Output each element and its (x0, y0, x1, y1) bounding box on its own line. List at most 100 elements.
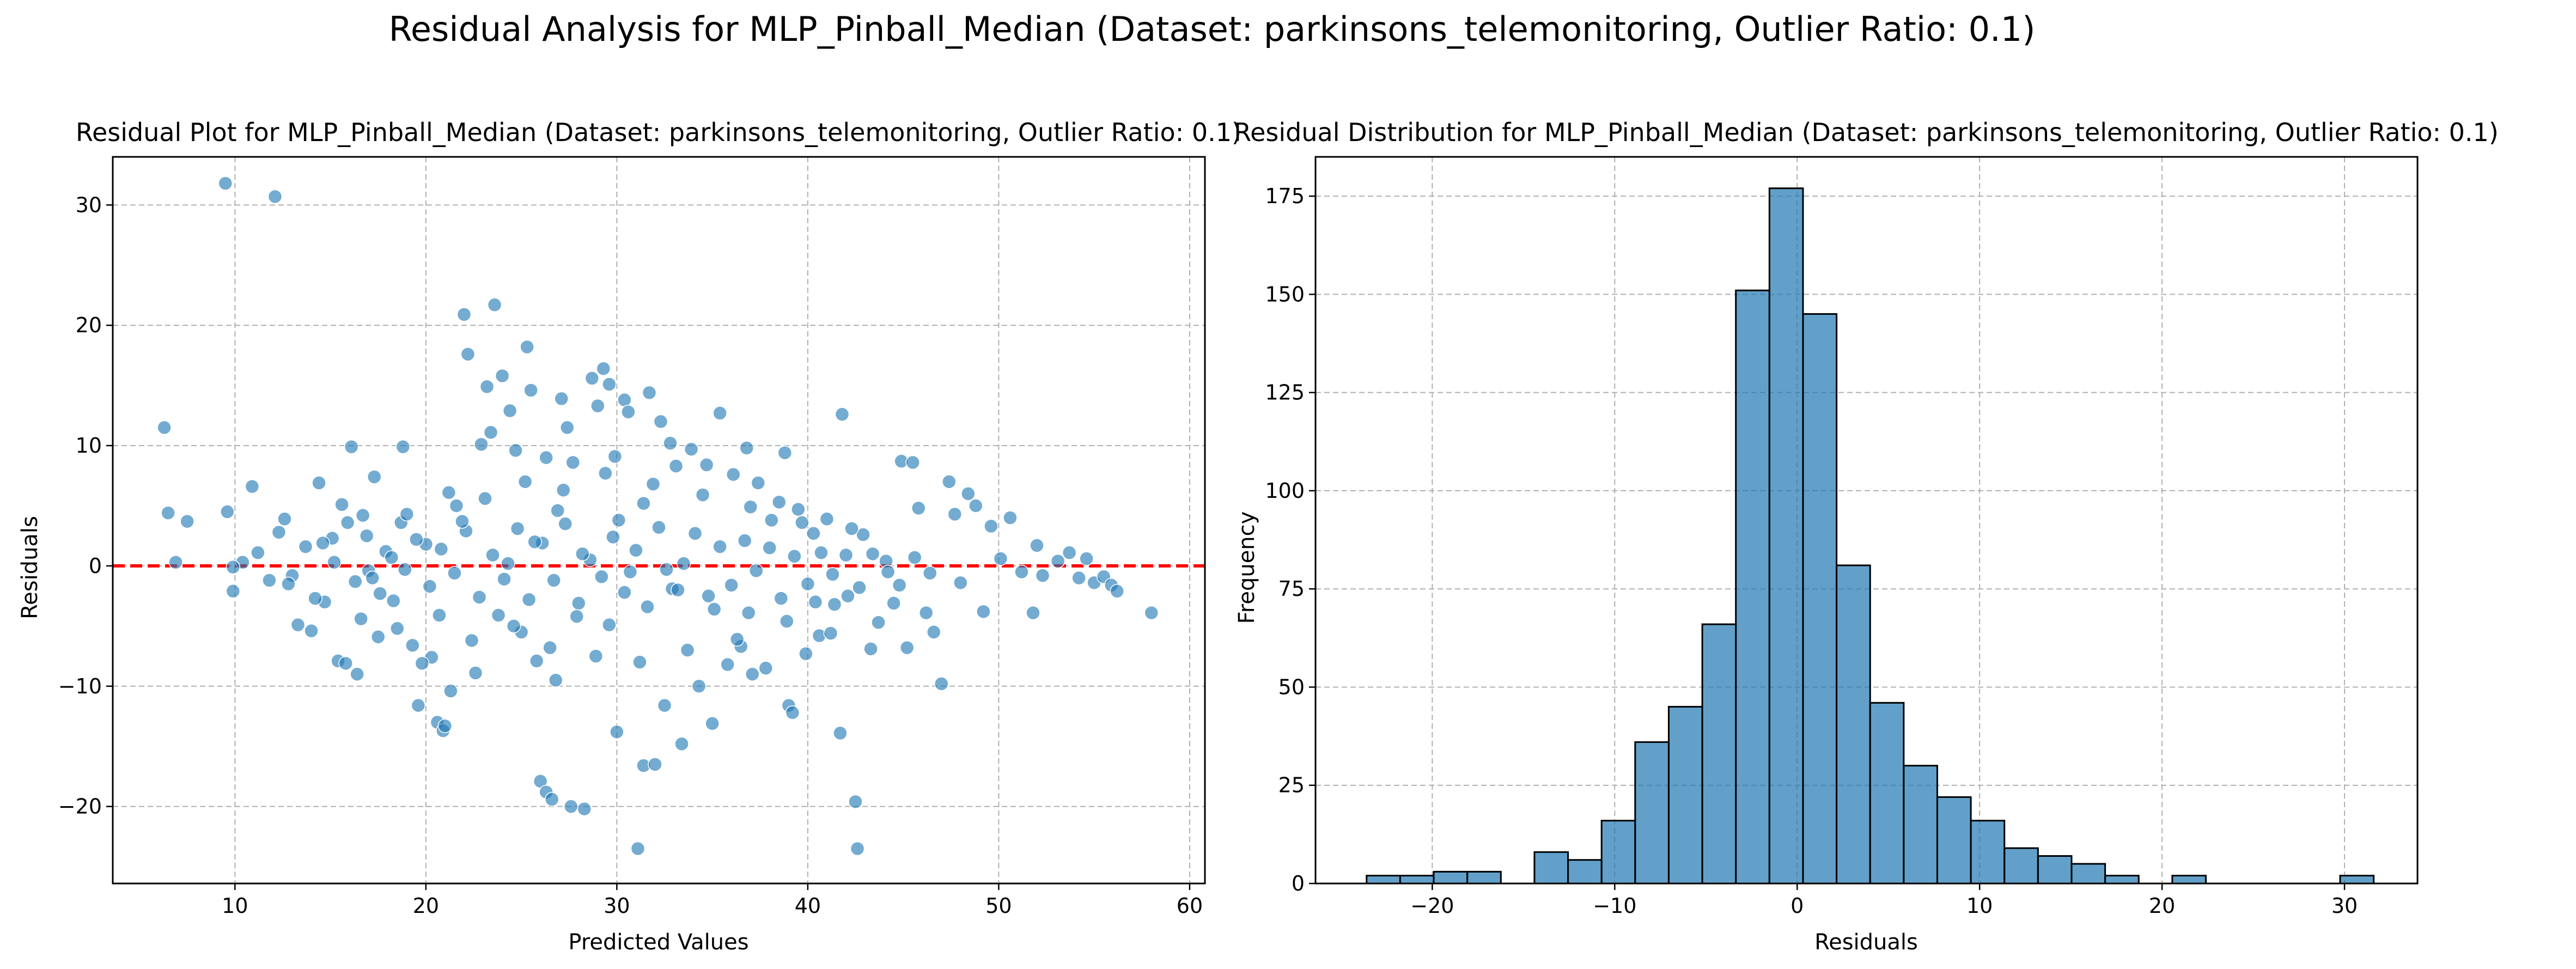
histogram-x-ticks: −20 −10 0 10 20 30 (1410, 883, 2358, 918)
scatter-point (521, 592, 537, 607)
scatter-point (491, 608, 506, 623)
scatter-point (729, 632, 745, 647)
scatter-point (483, 425, 498, 440)
scatter-point (927, 625, 941, 639)
scatter-point (739, 441, 754, 455)
histogram-x-axis-label: Residuals (1814, 930, 1918, 955)
scatter-point (785, 705, 800, 720)
histogram-title: Residual Distribution for MLP_Pinball_Me… (1234, 118, 2499, 147)
scatter-point (548, 673, 563, 687)
scatter-point (844, 521, 859, 536)
x-tick-label: 10 (1966, 894, 1993, 918)
scatter-point (308, 591, 322, 606)
scatter-point (456, 307, 472, 322)
histogram-y-ticks: 0 25 50 75 100 125 150 175 (1265, 184, 1316, 895)
scatter-point (880, 564, 896, 580)
scatter-point (705, 716, 720, 731)
scatter-point (226, 559, 241, 575)
y-tick-label: 0 (1292, 872, 1305, 895)
scatter-point (338, 656, 353, 671)
scatter-point (168, 555, 183, 570)
scatter-point (780, 614, 794, 629)
scatter-point (617, 585, 632, 600)
scatter-point (290, 617, 306, 632)
scatter-point (546, 573, 561, 588)
scatter-point (539, 450, 553, 465)
histogram-bar (2104, 875, 2140, 885)
scatter-point (659, 562, 674, 577)
scatter-point (764, 513, 779, 528)
histogram-bars (1366, 187, 2375, 885)
scatter-point (455, 514, 470, 529)
histogram-bar (1970, 820, 2006, 885)
scatter-point (226, 584, 241, 599)
scatter-point (671, 582, 685, 598)
scatter-point (390, 621, 405, 636)
scatter-point (984, 519, 998, 534)
histogram-bar (1903, 765, 1938, 885)
histogram-bar (1836, 564, 1871, 885)
scatter-point (245, 479, 260, 494)
x-tick-label: 60 (1177, 894, 1203, 918)
y-tick-label: 75 (1278, 577, 1305, 601)
scatter-point (833, 726, 848, 741)
scatter-point (569, 609, 584, 624)
scatter-point (886, 596, 901, 611)
scatter-point (367, 470, 382, 484)
scatter-point (758, 661, 774, 675)
scatter-point (629, 543, 643, 558)
scatter-point (598, 466, 613, 481)
x-tick-label: 50 (985, 894, 1012, 918)
scatter-point (602, 617, 617, 632)
scatter-point (1050, 553, 1065, 569)
scatter-point (502, 403, 517, 418)
scatter-point (398, 562, 412, 577)
scatter-point (741, 605, 756, 620)
scatter-point (636, 496, 651, 511)
scatter-point (365, 570, 380, 586)
scatter-point (687, 526, 703, 541)
y-tick-label: 125 (1265, 381, 1305, 405)
scatter-point (1030, 538, 1044, 553)
scatter-point (668, 459, 684, 473)
scatter-point (437, 718, 453, 733)
histogram-bar (1366, 875, 1401, 885)
scatter-point (795, 515, 809, 530)
scatter-point (918, 605, 934, 620)
scatter-point (575, 546, 590, 562)
scatter-point (993, 551, 1008, 566)
x-tick-label: 30 (604, 894, 630, 918)
histogram-y-axis-label: Frequency (1234, 511, 1259, 624)
scatter-point (543, 640, 557, 655)
scatter-point (623, 564, 638, 580)
scatter-point (680, 643, 695, 657)
scatter-point (726, 467, 741, 482)
scatter-point (405, 638, 420, 653)
histogram-bar (1936, 796, 1972, 885)
histogram-bar (1433, 870, 1469, 885)
histogram-bar (1466, 870, 1502, 885)
scatter-point (772, 495, 787, 510)
scatter-point (892, 578, 907, 593)
scatter-point (1062, 545, 1077, 560)
x-tick-label: 20 (413, 894, 439, 918)
scatter-point (1110, 584, 1125, 599)
scatter-point (645, 477, 661, 491)
scatter-point (799, 646, 813, 661)
scatter-point (684, 442, 699, 456)
scatter-point (304, 623, 319, 638)
scatter-point (856, 527, 870, 542)
scatter-point (441, 485, 456, 500)
scatter-point (501, 556, 515, 571)
histogram-bar (1701, 623, 1737, 885)
histogram-bar (1634, 741, 1670, 885)
x-tick-label: 0 (1791, 894, 1804, 918)
scatter-point (762, 540, 777, 556)
histogram-axes-frame (1314, 156, 2419, 885)
scatter-x-ticks: 10 20 30 40 50 60 (222, 883, 1203, 918)
scatter-point (281, 576, 296, 592)
scatter-point (298, 539, 313, 554)
scatter-point (565, 455, 581, 470)
